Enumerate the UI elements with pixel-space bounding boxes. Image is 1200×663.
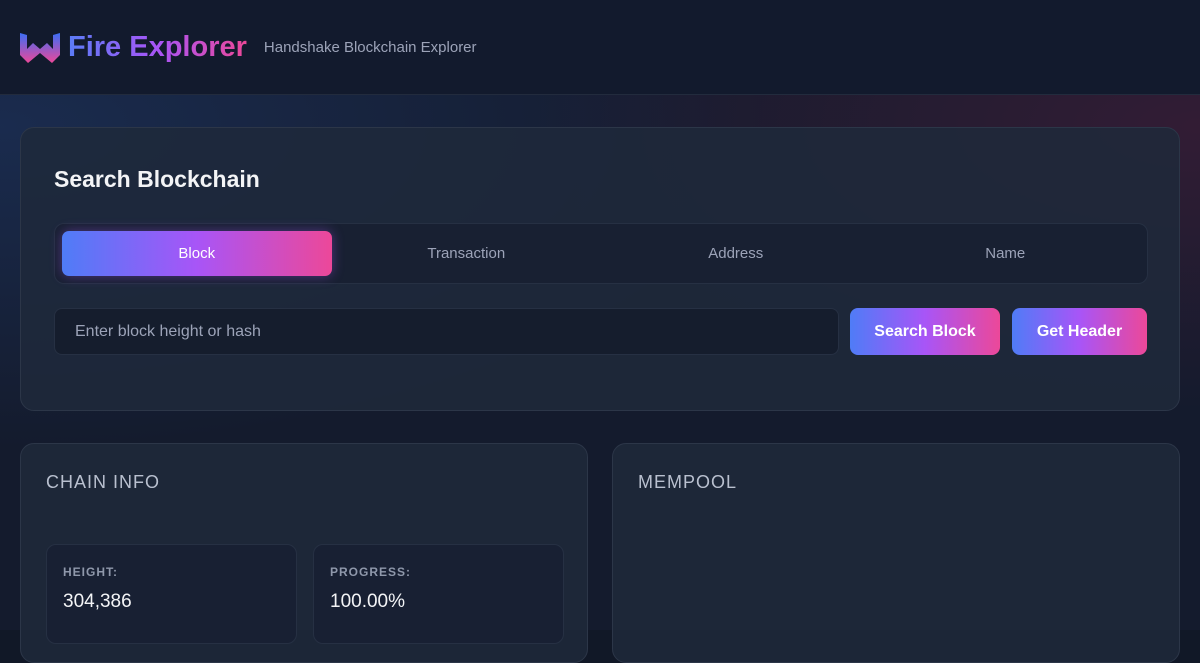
height-stat: HEIGHT: 304,386	[46, 544, 297, 644]
height-value: 304,386	[63, 591, 132, 612]
search-input[interactable]	[54, 308, 839, 355]
tab-block[interactable]: Block	[62, 231, 332, 276]
search-block-button[interactable]: Search Block	[850, 308, 1000, 355]
w-logo-icon[interactable]	[20, 31, 60, 63]
search-tabs: Block Transaction Address Name	[54, 223, 1148, 284]
mempool-card: MEMPOOL	[612, 443, 1180, 663]
search-title: Search Blockchain	[54, 166, 260, 192]
height-label: HEIGHT:	[63, 565, 118, 579]
tab-address[interactable]: Address	[708, 245, 764, 262]
site-subtitle: Handshake Blockchain Explorer	[263, 38, 477, 56]
search-card: Search Blockchain Block Transaction Addr…	[20, 127, 1180, 411]
chain-info-title: CHAIN INFO	[46, 472, 161, 492]
progress-stat: PROGRESS: 100.00%	[313, 544, 564, 644]
progress-value: 100.00%	[330, 591, 406, 612]
mempool-title: MEMPOOL	[638, 472, 738, 492]
site-header: Fire Explorer Handshake Blockchain Explo…	[0, 0, 1200, 95]
chain-info-card: CHAIN INFO HEIGHT: 304,386 PROGRESS: 100…	[20, 443, 588, 663]
tab-transaction[interactable]: Transaction	[427, 245, 506, 262]
tab-name[interactable]: Name	[985, 245, 1026, 262]
get-header-button[interactable]: Get Header	[1012, 308, 1147, 355]
brand-name[interactable]: Fire Explorer	[68, 30, 247, 63]
progress-label: PROGRESS:	[330, 565, 412, 579]
